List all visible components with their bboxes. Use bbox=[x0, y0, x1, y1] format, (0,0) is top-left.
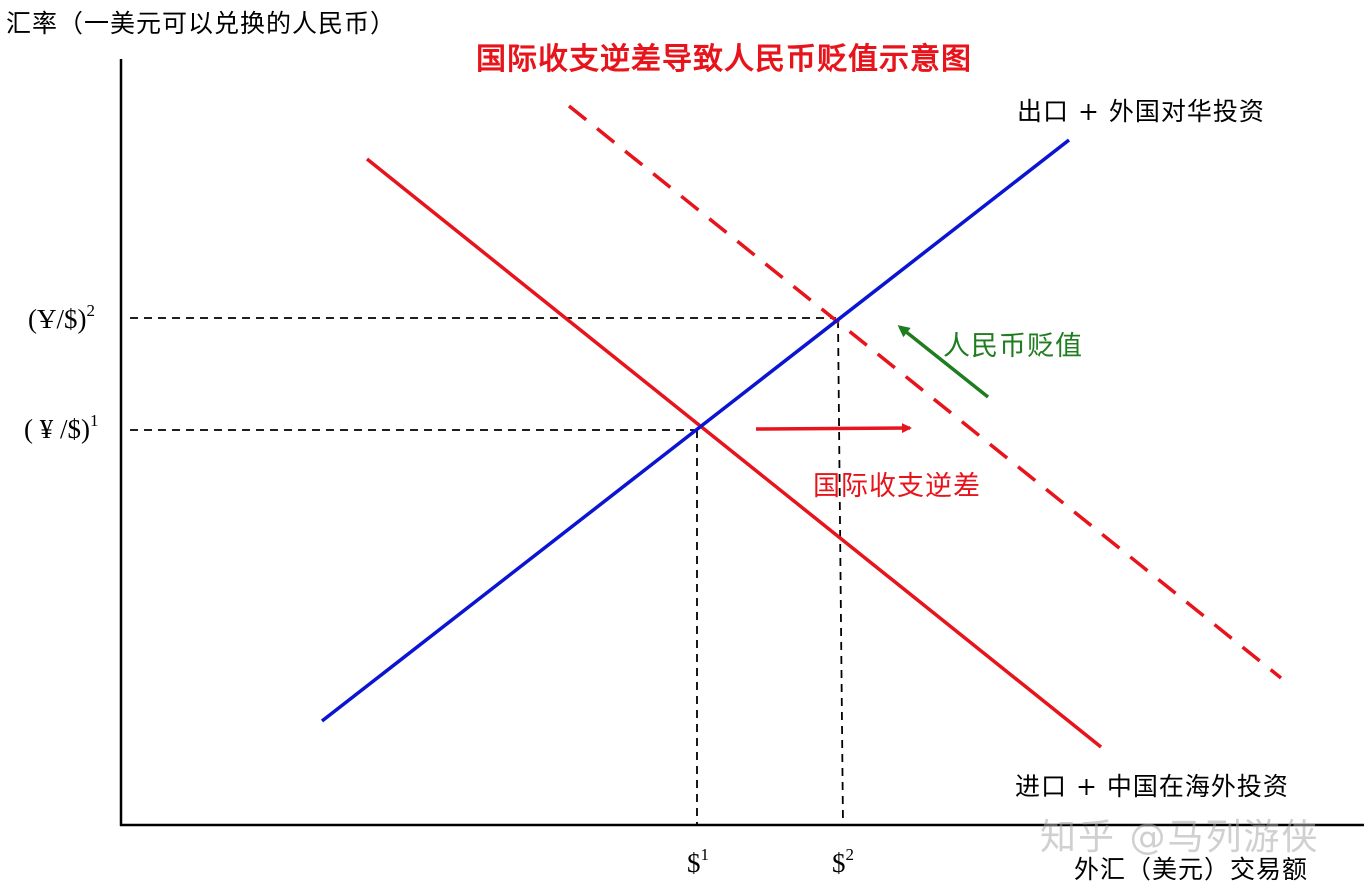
deficit-annotation: 国际收支逆差 bbox=[813, 471, 981, 502]
x-tick-dollar-2-text: $ bbox=[832, 848, 846, 878]
y-tick-rate-2: (Ұ/$)2 bbox=[28, 301, 95, 335]
y-tick-rate-1-sup: 1 bbox=[89, 411, 99, 430]
x-tick-dollar-1-sup: 1 bbox=[700, 845, 710, 864]
x-axis-label: 外汇（美元）交易额 bbox=[1074, 855, 1309, 884]
x-tick-dollar-2-sup: 2 bbox=[845, 845, 855, 864]
chart-title: 国际收支逆差导致人民币贬值示意图 bbox=[476, 42, 972, 77]
y-tick-rate-2-text: (Ұ/$) bbox=[28, 304, 87, 334]
watermark: 知乎 @马列游侠 bbox=[1040, 817, 1320, 858]
supply-curve bbox=[320, 138, 1071, 723]
demand-curve bbox=[365, 157, 1103, 749]
supply-curve-label: 出口 + 外国对华投资 bbox=[1017, 97, 1265, 126]
y-axis-label: 汇率（一美元可以兑换的人民币） bbox=[6, 9, 397, 38]
y-tick-rate-1-text: ( ¥ /$) bbox=[24, 414, 90, 444]
depreciation-annotation: 人民币贬值 bbox=[943, 331, 1083, 362]
x-tick-dollar-1-text: $ bbox=[687, 848, 701, 878]
deficit-arrow bbox=[755, 423, 912, 434]
y-tick-rate-1: ( ¥ /$)1 bbox=[24, 411, 98, 445]
x-tick-dollar-2: $2 bbox=[832, 845, 854, 879]
demand-curve-label: 进口 + 中国在海外投资 bbox=[1015, 772, 1289, 801]
y-tick-rate-2-sup: 2 bbox=[86, 301, 95, 320]
depreciation-arrow bbox=[897, 325, 990, 399]
demand-curve-shifted bbox=[567, 104, 1283, 680]
guide-x2 bbox=[837, 319, 844, 826]
x-tick-dollar-1: $1 bbox=[687, 845, 709, 879]
